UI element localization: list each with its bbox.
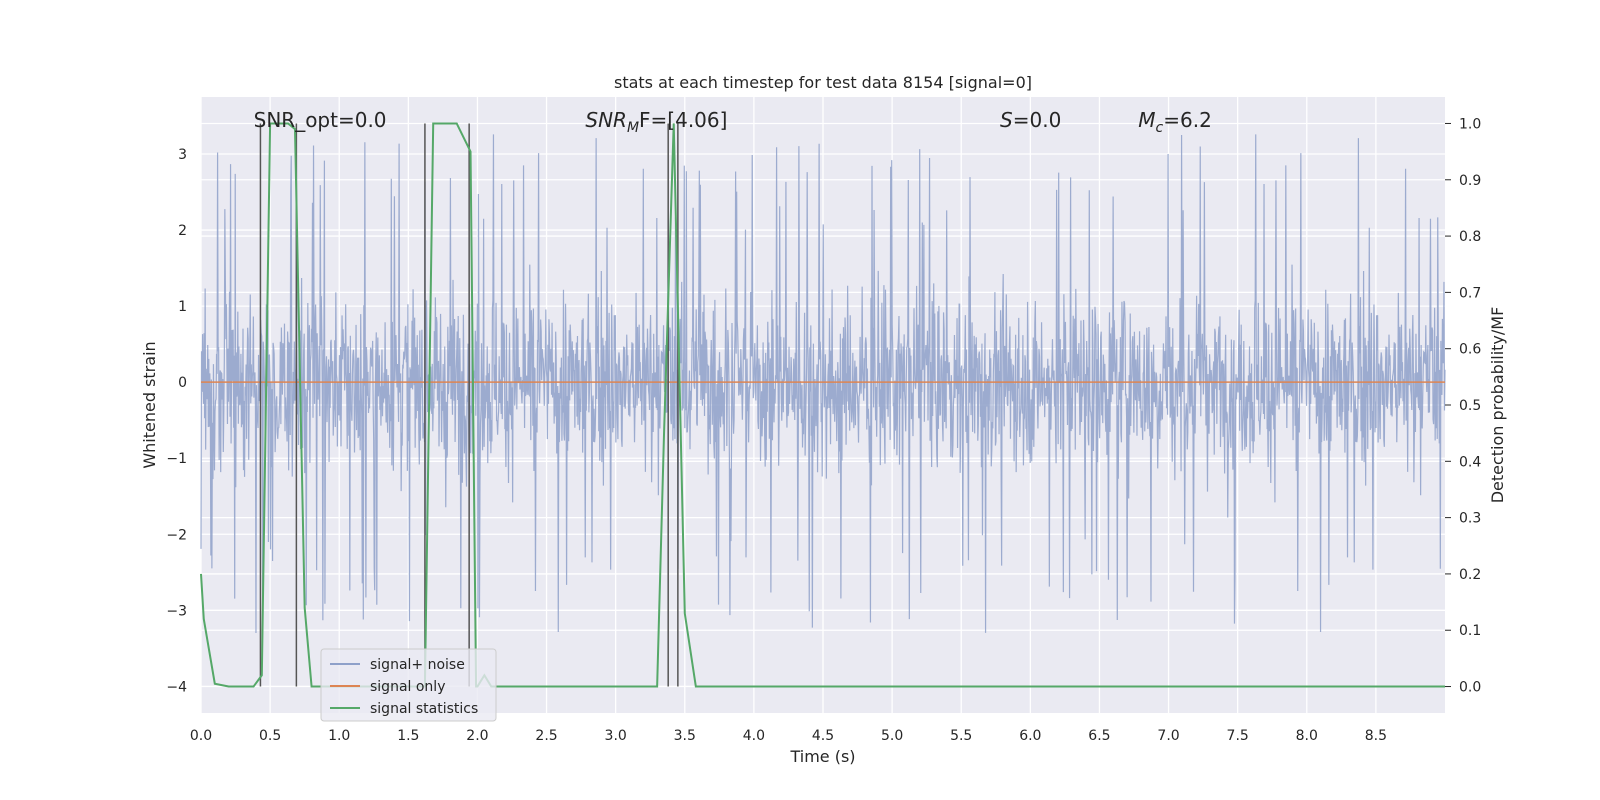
x-tick-label: 3.0	[605, 728, 627, 744]
noise-series	[200, 134, 1446, 633]
x-tick-label: 0.5	[259, 728, 281, 744]
x-tick-label: 0.0	[190, 728, 212, 744]
y-right-tick-label: 0.0	[1459, 680, 1481, 696]
x-tick-label: 4.5	[812, 728, 834, 744]
y-left-tick-label: 3	[178, 147, 187, 163]
legend-box	[320, 648, 497, 722]
y-left-axis-title: Whitened strain	[140, 341, 159, 468]
x-tick-label: 4.0	[743, 728, 765, 744]
y-left-tick-label: −2	[166, 527, 187, 543]
annotations: SNR_opt=0.0 SNRMF=[4.06] S=0.0 Mc=6.2	[254, 108, 1212, 136]
y-right-tick-label: 0.4	[1459, 454, 1481, 470]
x-tick-label: 6.5	[1088, 728, 1110, 744]
y-right-tick-label: 0.1	[1459, 623, 1481, 639]
y-right-tick-label: 0.7	[1459, 285, 1481, 301]
x-axis-title: Time (s)	[789, 747, 855, 766]
annotation: SNRMF=[4.06]	[585, 108, 727, 136]
x-tick-label: 1.5	[397, 728, 419, 744]
x-tick-label: 2.5	[535, 728, 557, 744]
signal-plus-noise-line	[200, 134, 1446, 633]
y-right-tick-label: 0.5	[1459, 398, 1481, 414]
y-left-tick-label: 1	[178, 299, 187, 315]
y-right-tick-label: 0.8	[1459, 229, 1481, 245]
legend-label: signal statistics	[370, 701, 478, 717]
y-right-tick-label: 1.0	[1459, 116, 1481, 132]
y-left-tick-label: −4	[166, 679, 187, 695]
x-tick-label: 2.0	[466, 728, 488, 744]
x-tick-label: 1.0	[328, 728, 350, 744]
chart-title: stats at each timestep for test data 815…	[614, 73, 1032, 92]
x-tick-labels: 0.0 0.5 1.0 1.5 2.0 2.5 3.0 3.5 4.0 4.5 5.0 5.5 6.0 6…	[190, 728, 1387, 744]
y-right-tick-labels: 1.0 0.9 0.8 0.7 0.6 0.5 0.4 0.3 0.2 0.1 0.0	[1445, 116, 1481, 696]
x-tick-label: 8.5	[1365, 728, 1387, 744]
y-left-tick-labels: 3 2 1 0 −1 −2 −3 −4	[166, 147, 187, 695]
x-tick-label: 7.5	[1227, 728, 1249, 744]
x-tick-label: 8.0	[1296, 728, 1318, 744]
annotation: S=0.0	[1000, 108, 1061, 132]
legend-label: signal only	[370, 679, 445, 695]
y-left-tick-label: −3	[166, 603, 187, 619]
y-right-tick-label: 0.2	[1459, 567, 1481, 583]
y-left-tick-label: 2	[178, 223, 187, 239]
x-tick-label: 5.0	[881, 728, 903, 744]
y-right-tick-label: 0.6	[1459, 342, 1481, 358]
legend-label: signal+ noise	[370, 657, 465, 673]
annotation: Mc=6.2	[1138, 108, 1212, 136]
annotation: SNR_opt=0.0	[254, 108, 387, 132]
y-right-tick-label: 0.3	[1459, 511, 1481, 527]
x-tick-label: 6.0	[1019, 728, 1041, 744]
y-right-axis-title: Detection probability/MF	[1488, 307, 1507, 504]
legend: signal+ noise signal only signal statistic…	[320, 648, 497, 722]
y-left-tick-label: −1	[166, 451, 187, 467]
marker-lines	[259, 123, 679, 687]
y-left-tick-label: 0	[178, 375, 187, 391]
x-tick-label: 5.5	[950, 728, 972, 744]
y-right-tick-label: 0.9	[1459, 173, 1481, 189]
x-tick-label: 7.0	[1157, 728, 1179, 744]
x-tick-label: 3.5	[674, 728, 696, 744]
